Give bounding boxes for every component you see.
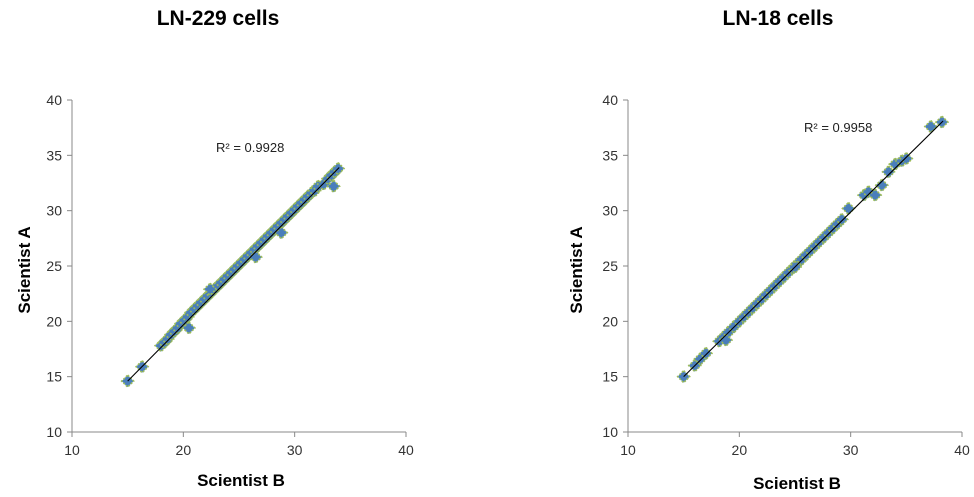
x-axis-label: Scientist B xyxy=(753,474,841,493)
data-point xyxy=(794,252,809,267)
data-point xyxy=(834,212,849,227)
data-point xyxy=(899,151,914,166)
y-tick-label: 15 xyxy=(602,369,618,385)
r-squared-annotation: R² = 0.9928 xyxy=(216,140,284,155)
y-tick-label: 15 xyxy=(46,369,62,385)
x-tick-label: 10 xyxy=(620,442,636,458)
y-axis-label: Scientist A xyxy=(567,226,586,313)
x-tick-label: 20 xyxy=(176,442,192,458)
chart-ln229: LN-229 cells 10 20 30 40 10 15 20 25 30 35 40 Scient… xyxy=(15,7,414,490)
data-point xyxy=(881,164,896,180)
y-tick-label: 20 xyxy=(46,313,62,329)
x-tick-label: 20 xyxy=(732,442,748,458)
data-point xyxy=(326,179,341,194)
y-tick-label: 35 xyxy=(602,147,618,163)
r-squared-annotation: R² = 0.9958 xyxy=(804,120,872,135)
y-tick-label: 35 xyxy=(46,147,62,163)
trendline xyxy=(127,167,340,382)
y-tick-label: 25 xyxy=(46,258,62,274)
y-tick-label: 30 xyxy=(46,203,62,219)
y-tick-label: 10 xyxy=(46,424,62,440)
x-tick-label: 10 xyxy=(64,442,80,458)
data-point xyxy=(841,201,856,216)
x-tick-label: 40 xyxy=(398,442,414,458)
y-tick-label: 10 xyxy=(602,424,618,440)
data-point xyxy=(274,225,289,240)
data-point xyxy=(202,282,218,297)
x-axis-label: Scientist B xyxy=(197,471,285,490)
y-tick-label: 40 xyxy=(602,92,618,108)
x-tick-label: 30 xyxy=(287,442,303,458)
chart-title: LN-18 cells xyxy=(723,7,834,30)
y-tick-label: 40 xyxy=(46,92,62,108)
data-point xyxy=(181,320,197,336)
data-point xyxy=(868,188,883,203)
data-point xyxy=(698,346,714,361)
chart-ln18: LN-18 cells 10 20 30 40 10 15 20 25 30 35 40 Scienti… xyxy=(567,7,970,493)
x-tick-label: 40 xyxy=(954,442,970,458)
x-tick-label: 30 xyxy=(843,442,859,458)
y-tick-label: 30 xyxy=(602,203,618,219)
y-axis-label: Scientist A xyxy=(15,226,34,313)
trendline xyxy=(683,120,944,378)
data-point xyxy=(923,119,938,134)
chart-title: LN-229 cells xyxy=(157,7,280,30)
y-tick-label: 25 xyxy=(602,258,618,274)
y-tick-label: 20 xyxy=(602,313,618,329)
data-point xyxy=(874,178,889,193)
